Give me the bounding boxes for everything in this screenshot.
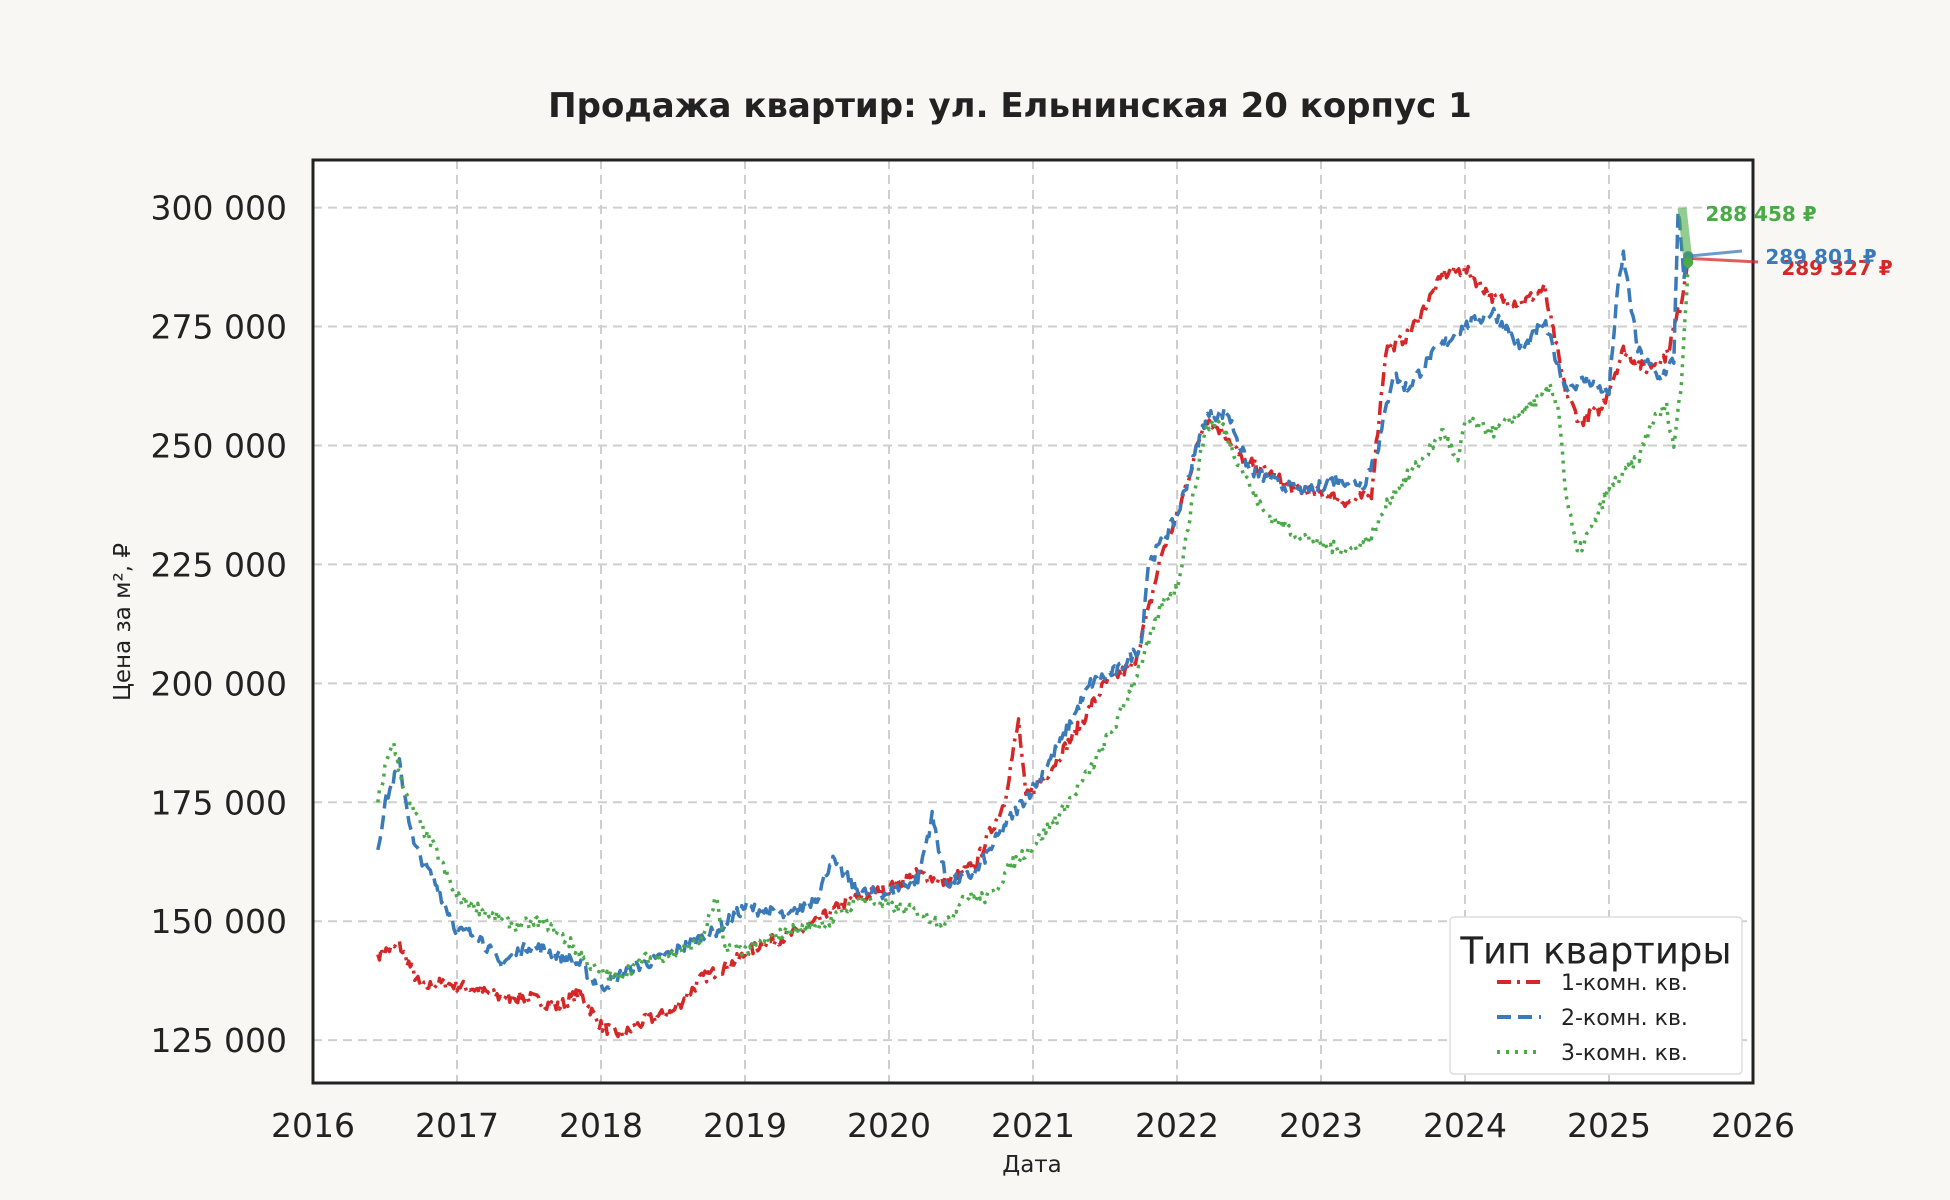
y-tick-label: 125 000 xyxy=(151,1021,287,1060)
legend-label: 1-комн. кв. xyxy=(1561,971,1688,996)
end-value-label: 288 458 ₽ xyxy=(1705,202,1816,226)
x-tick-label: 2021 xyxy=(991,1106,1075,1145)
legend-label: 3-комн. кв. xyxy=(1561,1041,1688,1066)
x-tick-label: 2024 xyxy=(1423,1106,1507,1145)
x-tick-label: 2022 xyxy=(1135,1106,1219,1145)
legend: Тип квартиры 1-комн. кв. 2-комн. кв. 3-ком… xyxy=(1449,916,1743,1075)
x-axis-ticks: 2016 2017 2018 2019 2020 2021 2022 2023 2024 2025… xyxy=(271,1106,1795,1145)
series-layer xyxy=(376,209,1690,1040)
x-tick-label: 2018 xyxy=(559,1106,643,1145)
chart-title: Продажа квартир: ул. Ельнинская 20 корпу… xyxy=(548,86,1472,126)
x-tick-label: 2017 xyxy=(415,1106,499,1145)
y-tick-label: 300 000 xyxy=(151,189,287,228)
end-value-label: 289 801 ₽ xyxy=(1765,245,1876,269)
x-tick-label: 2026 xyxy=(1711,1106,1795,1145)
series-line-2 xyxy=(376,209,1690,993)
x-tick-label: 2025 xyxy=(1567,1106,1651,1145)
end-arrow xyxy=(1688,256,1759,264)
y-tick-label: 150 000 xyxy=(151,902,287,941)
series-line-3 xyxy=(376,262,1690,983)
legend-items: 1-комн. кв. 2-комн. кв. 3-комн. кв. xyxy=(1497,971,1688,1066)
y-axis-ticks: 125 000 150 000 175 000 200 000 225 000 250 0… xyxy=(151,189,287,1061)
legend-box xyxy=(1449,916,1743,1075)
end-arrow xyxy=(1688,249,1743,258)
y-axis-label: Цена за м², ₽ xyxy=(110,543,136,701)
x-tick-label: 2016 xyxy=(271,1106,355,1145)
legend-title: Тип квартиры xyxy=(1459,930,1731,973)
end-labels: 289 327 ₽289 801 ₽ 288 458 ₽ xyxy=(1677,202,1893,280)
series-line-1 xyxy=(376,258,1690,1040)
legend-label: 2-комн. кв. xyxy=(1561,1006,1688,1031)
y-tick-label: 275 000 xyxy=(151,308,287,347)
y-tick-label: 250 000 xyxy=(151,426,287,465)
x-tick-label: 2020 xyxy=(847,1106,931,1145)
plot-frame xyxy=(311,158,1755,1085)
x-tick-label: 2019 xyxy=(703,1106,787,1145)
x-axis-label: Дата xyxy=(1002,1152,1062,1178)
end-arrow xyxy=(1677,207,1693,263)
x-tick-label: 2023 xyxy=(1279,1106,1363,1145)
y-tick-label: 200 000 xyxy=(151,664,287,703)
y-tick-label: 225 000 xyxy=(151,545,287,584)
end-point xyxy=(1683,257,1694,268)
end-value-label: 289 327 ₽ xyxy=(1781,256,1892,280)
y-tick-label: 175 000 xyxy=(151,783,287,822)
